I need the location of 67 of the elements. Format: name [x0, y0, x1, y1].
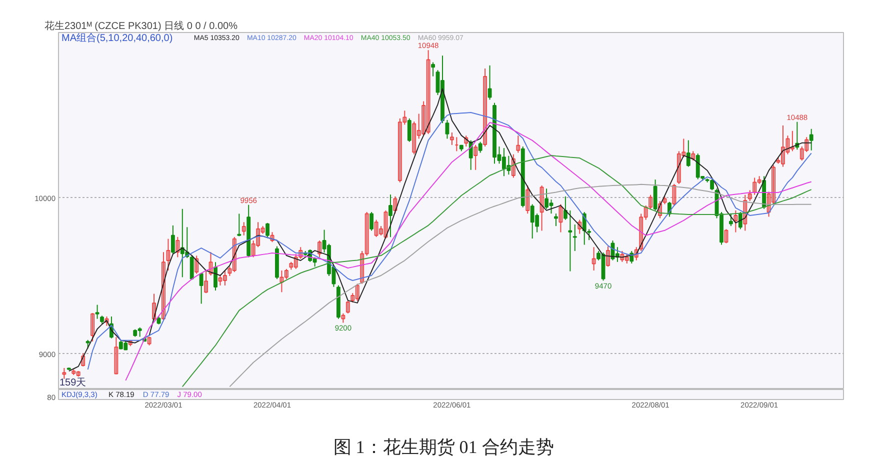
candlestick — [407, 118, 412, 142]
candlestick — [592, 246, 596, 271]
candlestick — [393, 196, 398, 214]
candlestick — [464, 135, 468, 148]
candlestick — [370, 212, 374, 232]
candlestick — [270, 232, 274, 243]
candlestick — [450, 132, 454, 146]
candlestick — [90, 312, 95, 342]
candlestick — [606, 246, 610, 268]
candlestick — [738, 212, 742, 230]
candlestick — [208, 252, 213, 276]
legend-title: MA组合(5,10,20,40,60,0) — [62, 32, 173, 44]
candlestick — [809, 128, 814, 151]
candlestick — [114, 336, 118, 375]
candlestick — [748, 190, 752, 202]
line-series — [182, 155, 812, 388]
candlestick — [658, 200, 662, 219]
candlestick — [526, 185, 530, 214]
candlestick — [388, 194, 392, 238]
annotation: 159天 — [60, 378, 86, 388]
line-series — [229, 184, 812, 388]
candlestick — [724, 228, 728, 244]
candlestick — [478, 141, 482, 154]
candlestick — [318, 240, 322, 258]
candlestick — [558, 204, 563, 233]
candlestick — [563, 196, 568, 220]
candlestick — [691, 150, 696, 162]
candlestick — [743, 194, 748, 232]
candlestick — [237, 213, 242, 237]
candlestick — [81, 352, 86, 367]
candlestick — [734, 210, 738, 233]
candlestick — [341, 312, 346, 324]
candlestick — [653, 179, 658, 211]
candlestick — [554, 213, 558, 227]
candlestick — [587, 228, 592, 241]
candlestick — [511, 154, 516, 178]
candlestick — [95, 304, 100, 320]
candlestick — [204, 270, 208, 294]
candlestick — [572, 224, 577, 252]
candlestick — [242, 222, 246, 236]
candlestick — [104, 316, 109, 326]
candlestick — [431, 62, 435, 77]
candlestick — [152, 293, 156, 321]
candlestick — [162, 252, 166, 321]
candlestick — [445, 119, 450, 140]
candlestick — [474, 144, 478, 170]
candlestick — [214, 262, 218, 291]
candlestick — [176, 236, 180, 258]
candlestick — [194, 255, 199, 274]
candlestick — [568, 210, 572, 272]
candlestick — [686, 140, 690, 168]
candlestick — [483, 68, 488, 148]
candlestick — [728, 213, 733, 227]
candlestick — [346, 300, 350, 314]
candlestick — [540, 185, 544, 232]
candlestick — [222, 270, 227, 286]
candlestick — [266, 222, 270, 238]
candlestick — [672, 183, 676, 206]
chart-subtitle: 花生2301ᴹ (CZCE PK301) 日线 0 0 / 0.00% — [44, 20, 238, 32]
candlestick — [199, 272, 204, 304]
text: 图 1：花生期货 01 合约走势 — [332, 436, 555, 458]
candlestick — [166, 238, 170, 271]
candlestick — [634, 246, 638, 261]
candlestick — [578, 219, 582, 234]
candlestick — [170, 224, 175, 255]
candlestick — [62, 367, 66, 380]
candlestick — [516, 135, 520, 154]
